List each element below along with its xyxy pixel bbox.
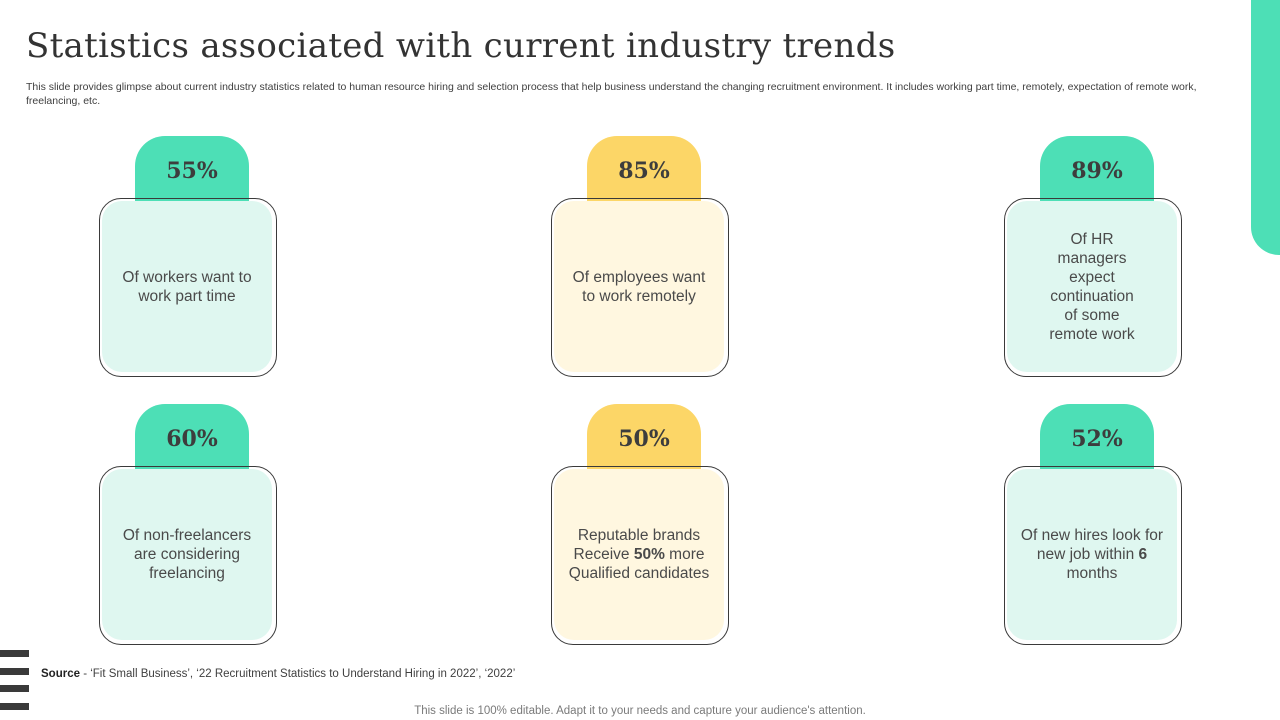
stat-card-body: Of HR managers expect continuation of so… xyxy=(1004,198,1182,377)
stat-percent: 55% xyxy=(135,136,249,206)
stat-card-freelancing: 60% Of non-freelancers are considering f… xyxy=(99,404,279,649)
stat-card-brands: 50% Reputable brands Receive 50% more Qu… xyxy=(551,404,731,649)
stat-text-highlight: 50% xyxy=(633,546,665,563)
stat-percent: 50% xyxy=(587,404,701,474)
stat-card-remote: 85% Of employees want to work remotely xyxy=(551,136,731,381)
page-title: Statistics associated with current indus… xyxy=(26,26,896,66)
stat-card-hr-managers: 89% Of HR managers expect continuation o… xyxy=(1004,136,1184,381)
source-text: - ‘Fit Small Business’, ‘22 Recruitment … xyxy=(80,668,516,680)
menu-lines-icon xyxy=(0,650,29,710)
source-note: Source - ‘Fit Small Business’, ‘22 Recru… xyxy=(41,668,515,680)
stat-text-highlight: 6 xyxy=(1138,546,1148,563)
footer-note: This slide is 100% editable. Adapt it to… xyxy=(414,705,866,717)
stat-description: Of non-freelancers are considering freel… xyxy=(102,469,272,640)
stat-text-part: Of new hires look for new job within xyxy=(1020,527,1164,563)
stat-card-body: Of new hires look for new job within 6 m… xyxy=(1004,466,1182,645)
stat-card-new-hires: 52% Of new hires look for new job within… xyxy=(1004,404,1184,649)
stat-text-part: more Qualified candidates xyxy=(568,546,710,582)
stat-card-body: Of employees want to work remotely xyxy=(551,198,729,377)
stat-percent: 60% xyxy=(135,404,249,474)
stat-description: Of workers want to work part time xyxy=(102,201,272,372)
stat-card-part-time: 55% Of workers want to work part time xyxy=(99,136,279,381)
stat-card-body: Of workers want to work part time xyxy=(99,198,277,377)
stat-card-body: Of non-freelancers are considering freel… xyxy=(99,466,277,645)
stat-percent: 89% xyxy=(1040,136,1154,206)
stat-description: Of new hires look for new job within 6 m… xyxy=(1007,469,1177,640)
stat-text-part: Reputable brands Receive xyxy=(573,527,701,563)
stat-percent: 85% xyxy=(587,136,701,206)
source-label: Source xyxy=(41,668,80,680)
stat-description: Of HR managers expect continuation of so… xyxy=(1007,201,1177,372)
corner-accent-shape xyxy=(1251,0,1280,255)
stat-description: Of employees want to work remotely xyxy=(554,201,724,372)
page-subtitle: This slide provides glimpse about curren… xyxy=(26,81,1197,107)
stat-description: Reputable brands Receive 50% more Qualif… xyxy=(554,469,724,640)
stat-percent: 52% xyxy=(1040,404,1154,474)
stat-card-body: Reputable brands Receive 50% more Qualif… xyxy=(551,466,729,645)
stat-text-part: months xyxy=(1066,565,1118,582)
